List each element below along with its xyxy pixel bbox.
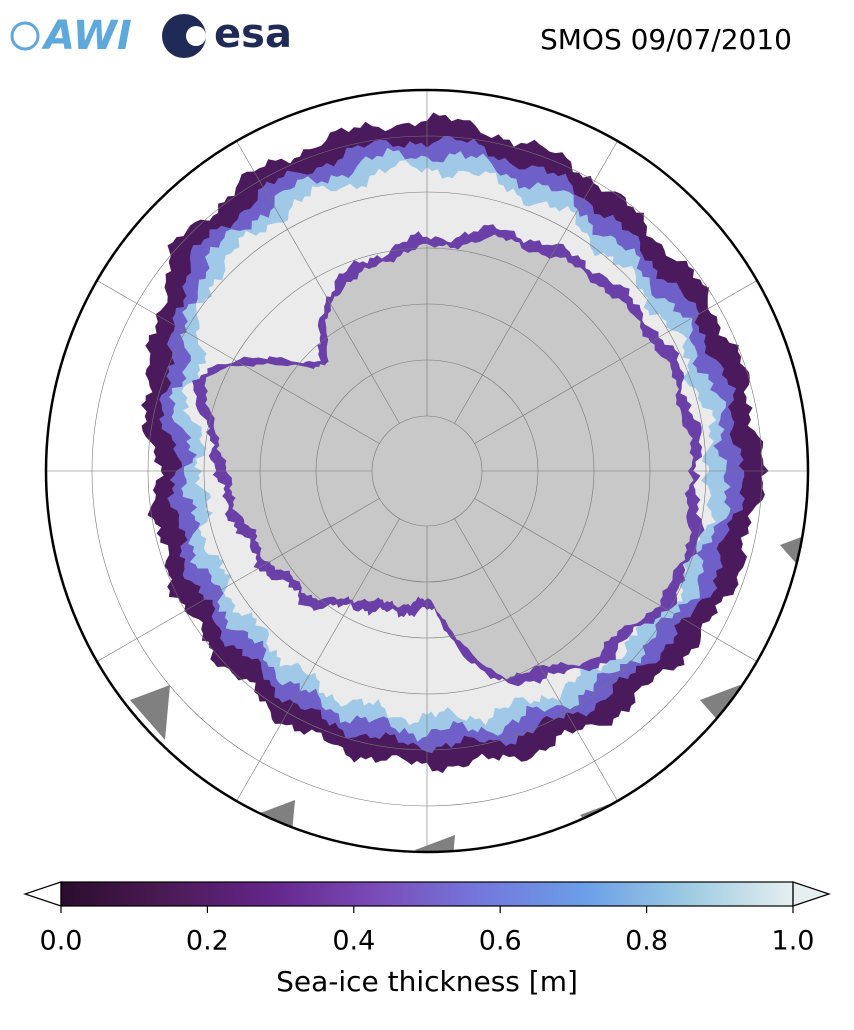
colorbar-tick-label: 0.8 — [625, 926, 668, 957]
esa-logo-text: esa — [214, 11, 292, 57]
colorbar-frame — [60, 881, 794, 907]
land-mask — [130, 685, 170, 740]
longitude-line — [231, 518, 400, 809]
colorbar-tick-label: 0.0 — [40, 926, 83, 957]
colorbar-gradient — [61, 882, 793, 906]
longitude-line — [454, 133, 623, 424]
awi-logo: AWI — [10, 13, 132, 59]
antarctica — [204, 234, 694, 680]
colorbar-tick-label: 1.0 — [772, 926, 815, 957]
awi-logo-text: AWI — [41, 13, 132, 59]
esa-logo: esa — [162, 11, 292, 58]
map-title: SMOS 09/07/2010 — [540, 23, 792, 56]
colorbar-tick-label: 0.4 — [332, 926, 375, 957]
longitude-line — [474, 498, 765, 667]
graticule — [46, 90, 808, 852]
land-mask — [415, 835, 455, 852]
colorbar-label: Sea-ice thickness [m] — [276, 965, 578, 998]
longitude-line — [474, 275, 765, 444]
longitude-line — [89, 275, 380, 444]
longitude-line — [89, 498, 380, 667]
colorbar-tick-label: 0.2 — [186, 926, 229, 957]
colorbar-tick-label: 0.6 — [479, 926, 522, 957]
colorbar: 0.0 0.2 0.4 0.6 0.8 1.0 — [23, 881, 831, 957]
longitude-line — [231, 133, 400, 424]
longitude-line — [454, 518, 623, 809]
colorbar-extend-max — [792, 881, 831, 907]
colorbar-extend-min — [23, 881, 62, 907]
map-boundary — [44, 88, 810, 854]
